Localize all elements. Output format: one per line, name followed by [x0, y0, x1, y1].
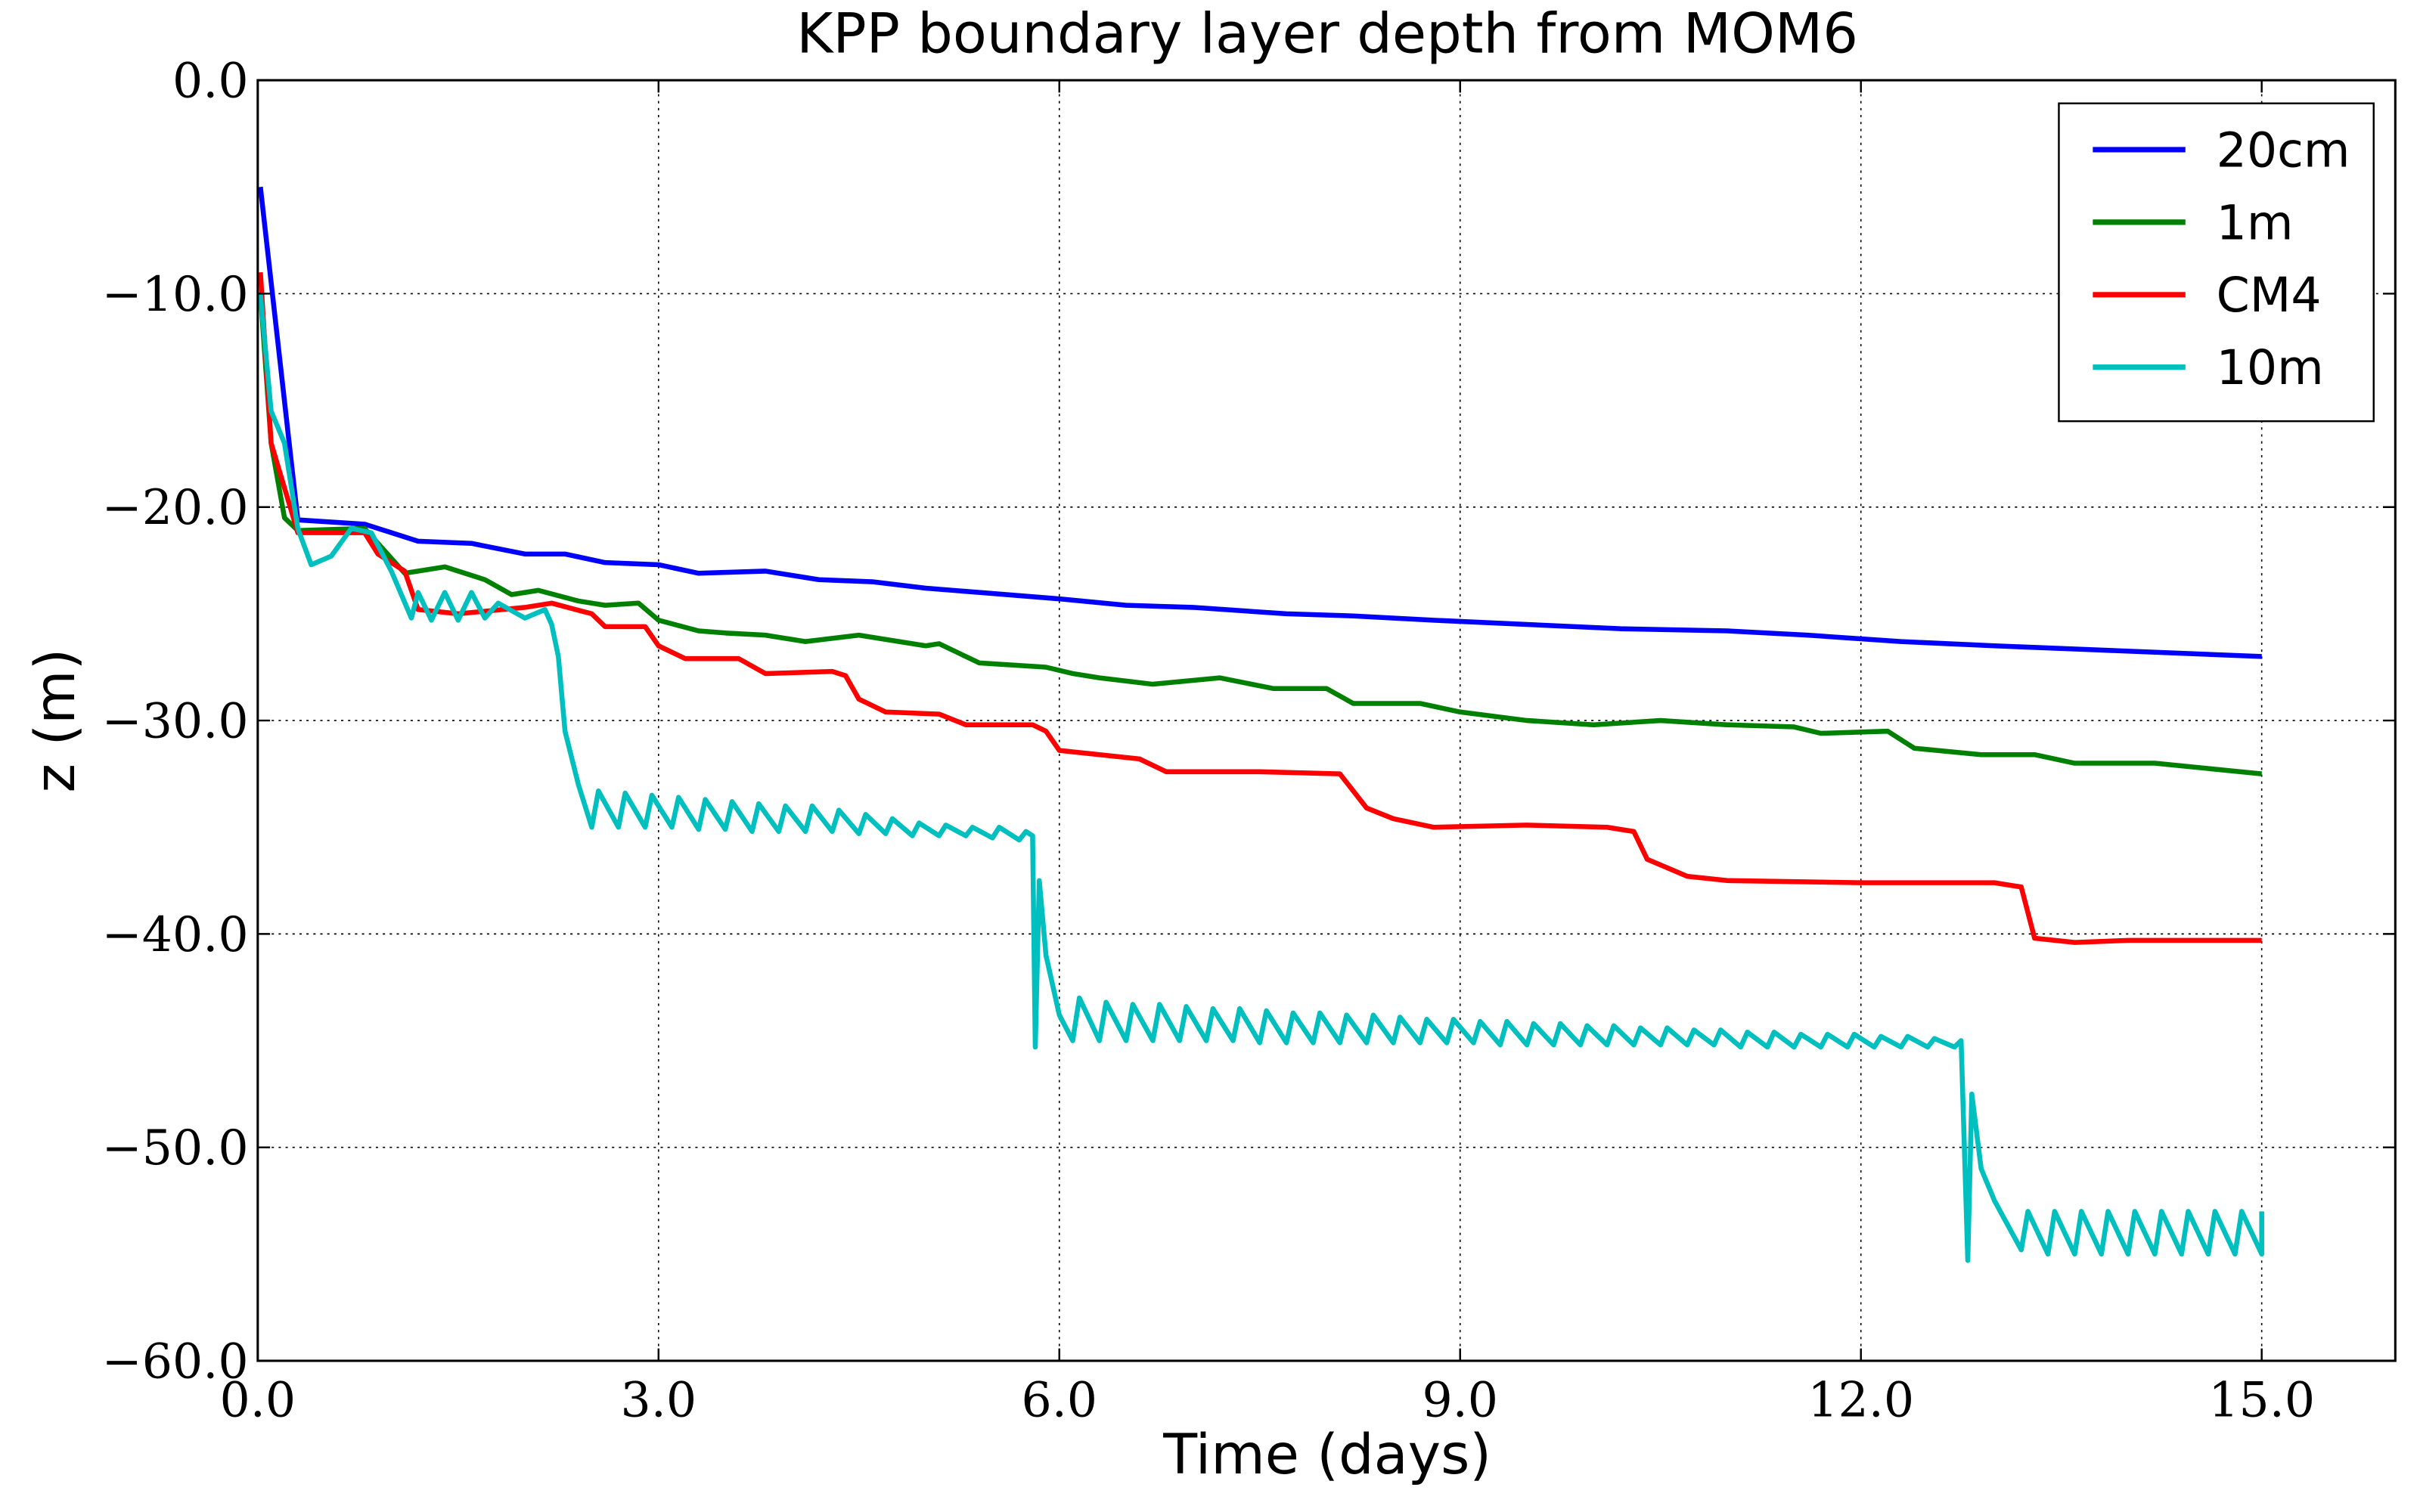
plot-lines — [258, 186, 2264, 1263]
legend-label: 20cm — [2217, 122, 2350, 178]
ticks: 0.0 3.0 6.0 9.0 12.0 15.0 −60.0 −50.0 −40.0 −30.0… — [102, 53, 2396, 1427]
legend-label: 10m — [2217, 339, 2324, 395]
y-tick-label: −60.0 — [102, 1333, 249, 1389]
y-tick-label: −50.0 — [102, 1120, 249, 1176]
series-line — [258, 186, 2262, 659]
y-tick-label: −30.0 — [102, 693, 249, 749]
x-tick-label: 3.0 — [620, 1371, 697, 1427]
x-axis-label: Time (days) — [1162, 1423, 1491, 1487]
legend-label: 1m — [2217, 194, 2294, 250]
x-tick-label: 0.0 — [220, 1371, 296, 1427]
series-line — [258, 293, 2264, 1263]
x-tick-label: 9.0 — [1422, 1371, 1498, 1427]
chart-title: KPP boundary layer depth from MOM6 — [796, 2, 1858, 66]
y-tick-label: 0.0 — [172, 53, 249, 109]
legend: 20cm 1m CM4 10m — [2058, 102, 2375, 423]
y-tick-label: −20.0 — [102, 479, 249, 535]
y-axis-label: z (m) — [23, 649, 88, 793]
series-line — [258, 272, 2262, 945]
x-tick-label: 15.0 — [2208, 1371, 2315, 1427]
series-line — [258, 293, 2263, 776]
x-tick-label: 12.0 — [1807, 1371, 1914, 1427]
y-tick-label: −40.0 — [102, 906, 249, 962]
legend-label: CM4 — [2217, 267, 2322, 323]
x-tick-label: 6.0 — [1021, 1371, 1097, 1427]
y-tick-label: −10.0 — [102, 266, 249, 322]
